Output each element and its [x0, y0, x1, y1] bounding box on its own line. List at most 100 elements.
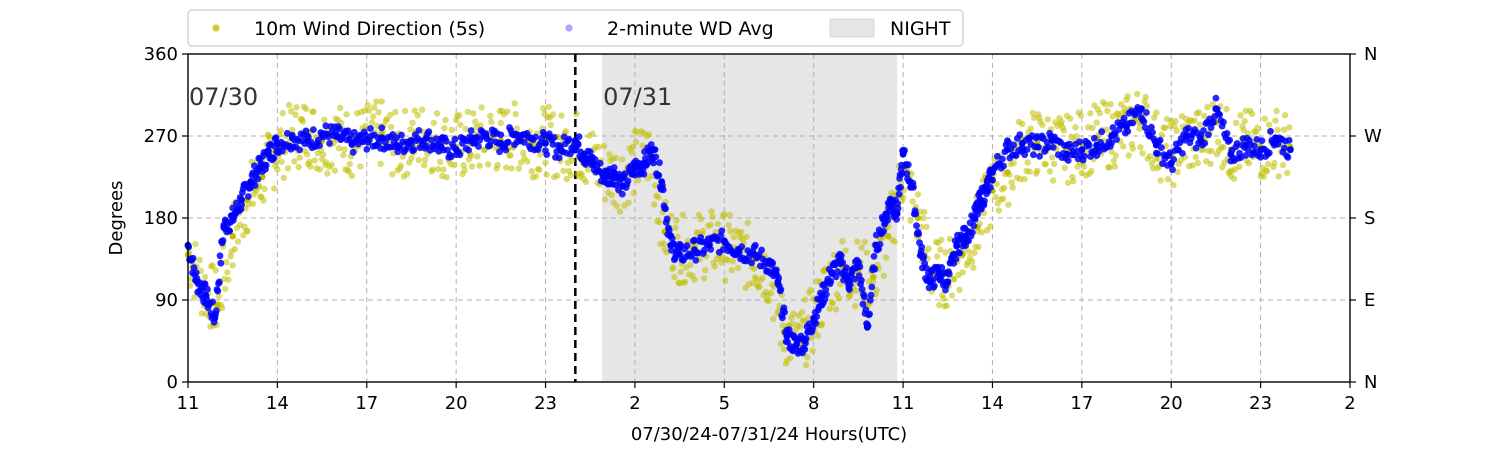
wind-direction-5s-point	[709, 213, 716, 220]
wind-direction-5s-point	[1042, 161, 1049, 168]
wind-direction-5s-point	[671, 273, 678, 281]
y-tick-label: 90	[155, 290, 178, 311]
wind-direction-5s-point	[494, 161, 501, 168]
wind-direction-2min-avg-point	[543, 151, 551, 159]
wind-direction-5s-point	[487, 112, 494, 120]
wind-direction-2min-avg-point	[475, 143, 482, 150]
wind-direction-5s-point	[923, 223, 930, 230]
wind-direction-5s-point	[595, 143, 602, 151]
wind-direction-5s-point	[201, 273, 209, 281]
wind-direction-2min-avg-point	[1049, 144, 1057, 151]
wind-direction-5s-point	[807, 287, 814, 294]
wind-direction-5s-point	[1155, 155, 1162, 163]
wind-direction-5s-point	[1172, 118, 1179, 125]
wind-direction-2min-avg-point	[828, 269, 835, 277]
wind-direction-2min-avg-point	[619, 182, 627, 190]
wind-direction-2min-avg-point	[1090, 134, 1098, 142]
wind-direction-5s-point	[280, 174, 287, 182]
wind-direction-2min-avg-point	[497, 131, 505, 139]
wind-direction-5s-point	[1060, 127, 1068, 134]
wind-direction-2min-avg-point	[262, 161, 270, 169]
wind-direction-5s-point	[970, 264, 977, 271]
wind-direction-2min-avg-series	[184, 94, 1294, 357]
wind-direction-5s-point	[803, 362, 810, 369]
wind-direction-5s-point	[1004, 169, 1011, 176]
wind-direction-5s-point	[711, 263, 718, 270]
wind-direction-5s-point	[1248, 110, 1256, 118]
wind-direction-5s-point	[357, 163, 364, 170]
wind-direction-5s-point	[1194, 159, 1202, 167]
wind-direction-2min-avg-point	[668, 247, 675, 254]
wind-direction-5s-point	[1039, 121, 1046, 128]
wind-direction-2min-avg-point	[720, 237, 728, 245]
legend-label: 2-minute WD Avg	[607, 18, 774, 40]
wind-direction-5s-point	[907, 217, 914, 224]
wind-direction-5s-point	[343, 111, 350, 118]
wind-direction-2min-avg-point	[701, 246, 708, 254]
wind-direction-5s-point	[1029, 109, 1037, 117]
wind-direction-5s-point	[1230, 175, 1238, 182]
wind-direction-2min-avg-point	[1257, 153, 1264, 161]
wind-direction-5s-point	[377, 160, 384, 167]
wind-direction-5s-point	[920, 215, 927, 222]
wind-direction-5s-point	[434, 165, 442, 173]
wind-direction-2min-avg-point	[750, 251, 758, 258]
wind-direction-2min-avg-point	[601, 173, 609, 181]
wind-direction-2min-avg-point	[871, 265, 879, 273]
wind-direction-2min-avg-point	[215, 278, 223, 286]
wind-direction-5s-point	[722, 277, 729, 284]
wind-direction-2min-avg-point	[1192, 144, 1200, 152]
wind-direction-5s-point	[231, 245, 238, 253]
wind-direction-2min-avg-point	[452, 146, 460, 154]
wind-direction-2min-avg-point	[663, 215, 671, 223]
wind-direction-5s-point	[1245, 160, 1253, 167]
wind-direction-5s-point	[787, 354, 794, 362]
wind-direction-2min-avg-point	[899, 150, 907, 158]
wind-direction-2min-avg-point	[1120, 114, 1128, 122]
wind-direction-5s-point	[1046, 168, 1054, 175]
wind-direction-2min-avg-point	[254, 175, 262, 183]
wind-direction-5s-point	[1232, 119, 1240, 127]
wind-direction-5s-point	[1073, 133, 1080, 140]
x-tick-label: 11	[177, 393, 200, 414]
wind-direction-5s-point	[1064, 179, 1072, 186]
wind-direction-5s-point	[191, 294, 198, 301]
wind-direction-2min-avg-point	[858, 285, 866, 293]
legend-label: NIGHT	[890, 18, 951, 40]
wind-direction-2min-avg-point	[971, 214, 978, 222]
wind-direction-5s-point	[515, 165, 523, 172]
wind-direction-5s-point	[613, 202, 620, 210]
wind-direction-5s-point	[842, 247, 849, 254]
wind-direction-5s-point	[1153, 109, 1160, 116]
wind-direction-5s-point	[674, 233, 681, 240]
wind-direction-5s-point	[1134, 90, 1141, 98]
wind-direction-5s-point	[1096, 110, 1104, 117]
wind-direction-5s-point	[606, 151, 613, 158]
wind-direction-2min-avg-point	[931, 282, 938, 290]
wind-direction-2min-avg-point	[1021, 151, 1029, 159]
wind-direction-2min-avg-point	[1182, 132, 1190, 140]
x-tick-label: 2	[1344, 393, 1355, 414]
wind-direction-5s-point	[365, 107, 373, 114]
wind-direction-5s-point	[1008, 179, 1015, 186]
wind-direction-2min-avg-point	[827, 278, 835, 285]
wind-direction-5s-point	[1196, 121, 1204, 128]
wind-direction-2min-avg-point	[777, 286, 785, 293]
wind-direction-5s-point	[310, 108, 317, 115]
wind-direction-5s-point	[1024, 159, 1031, 166]
wind-direction-2min-avg-point	[451, 135, 459, 143]
wind-direction-2min-avg-point	[913, 222, 920, 230]
wind-direction-2min-avg-point	[983, 187, 990, 195]
wind-direction-5s-point	[600, 142, 608, 150]
wind-direction-2min-avg-point	[1227, 150, 1235, 158]
wind-direction-5s-point	[240, 232, 247, 239]
wind-direction-5s-point	[456, 112, 463, 119]
wind-direction-5s-point	[512, 111, 519, 118]
wind-direction-5s-point	[1260, 173, 1268, 180]
wind-direction-2min-avg-point	[1169, 166, 1176, 174]
wind-direction-2min-avg-point	[467, 137, 475, 145]
wind-direction-5s-point	[870, 274, 877, 281]
wind-direction-2min-avg-point	[631, 164, 639, 172]
wind-direction-5s-point	[443, 174, 450, 181]
wind-direction-2min-avg-point	[652, 153, 660, 161]
